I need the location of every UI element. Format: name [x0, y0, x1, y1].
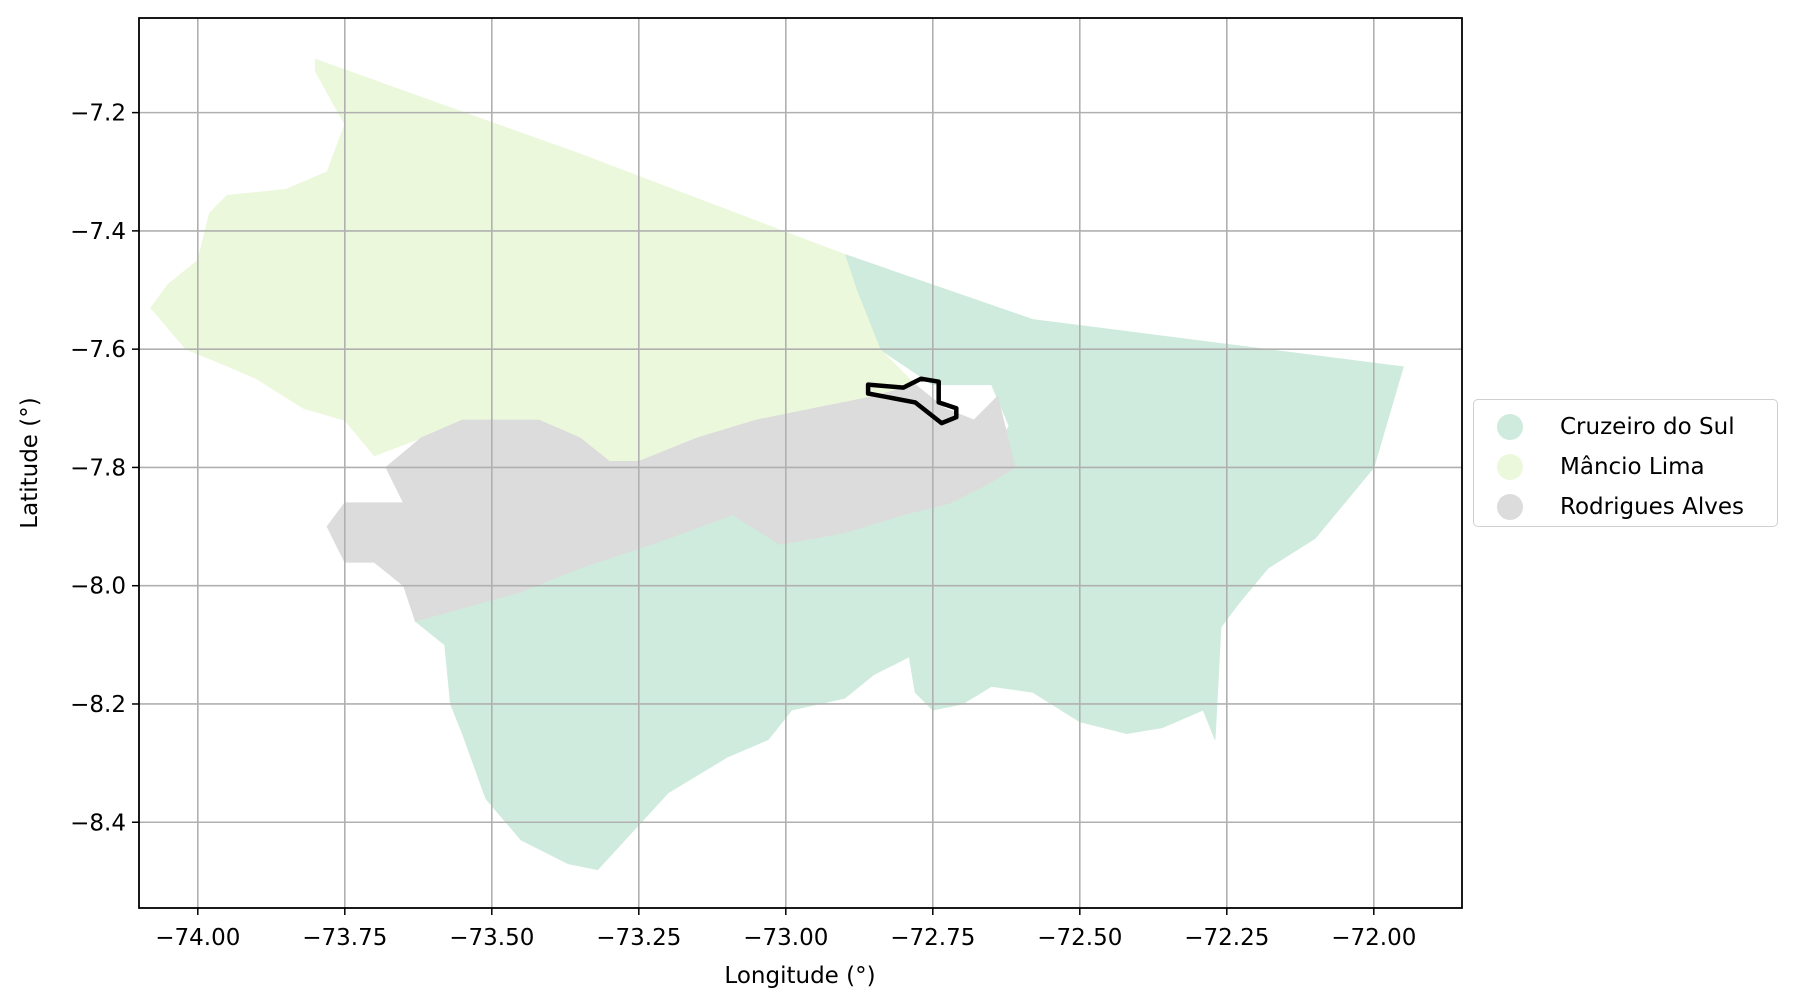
x-tick-label: −73.75: [302, 925, 387, 951]
x-tick-label: −73.50: [449, 925, 534, 951]
x-tick-label: −72.00: [1331, 925, 1416, 951]
y-tick-label: −8.2: [70, 692, 126, 718]
y-tick-label: −8.0: [70, 574, 126, 600]
legend-swatch: [1497, 494, 1523, 520]
legend-swatch: [1497, 454, 1523, 480]
x-tick-label: −74.00: [155, 925, 240, 951]
x-axis-ticks: −74.00 −73.75 −73.50 −73.25 −73.00 −72.75 −72.…: [155, 908, 1416, 951]
legend-item-mancio-lima: Mâncio Lima: [1474, 450, 1705, 484]
y-tick-label: −7.4: [70, 219, 126, 245]
regions-layer: [150, 58, 1404, 871]
legend-label: Mâncio Lima: [1560, 454, 1705, 480]
highlight-outline: [865, 376, 959, 426]
plot-frame: [138, 17, 1463, 909]
x-tick-label: −73.00: [743, 925, 828, 951]
legend: Cruzeiro do Sul Mâncio Lima Rodrigues Alve…: [1473, 399, 1778, 527]
grid-lines: [139, 18, 1462, 908]
x-tick-label: −73.25: [596, 925, 681, 951]
x-tick-label: −72.50: [1037, 925, 1122, 951]
region-mancio-lima: [150, 58, 917, 462]
y-tick-label: −7.8: [70, 455, 126, 481]
x-tick-label: −72.75: [890, 925, 975, 951]
legend-item-rodrigues-alves: Rodrigues Alves: [1474, 490, 1744, 524]
y-tick-label: −7.6: [70, 337, 126, 363]
legend-swatch: [1497, 414, 1523, 440]
x-axis-title: Longitude (°): [724, 963, 875, 989]
x-tick-label: −72.25: [1184, 925, 1269, 951]
legend-item-cruzeiro-do-sul: Cruzeiro do Sul: [1474, 410, 1735, 444]
y-tick-label: −8.4: [70, 810, 126, 836]
region-rodrigues-alves: [326, 384, 1016, 622]
y-axis-ticks: −7.2 −7.4 −7.6 −7.8 −8.0 −8.2 −8.4: [70, 101, 139, 836]
y-tick-label: −7.2: [70, 101, 126, 127]
highlight-outline-layer: [865, 376, 959, 426]
y-axis-title: Latitude (°): [17, 397, 43, 528]
legend-label: Cruzeiro do Sul: [1560, 414, 1735, 440]
legend-label: Rodrigues Alves: [1560, 494, 1744, 520]
